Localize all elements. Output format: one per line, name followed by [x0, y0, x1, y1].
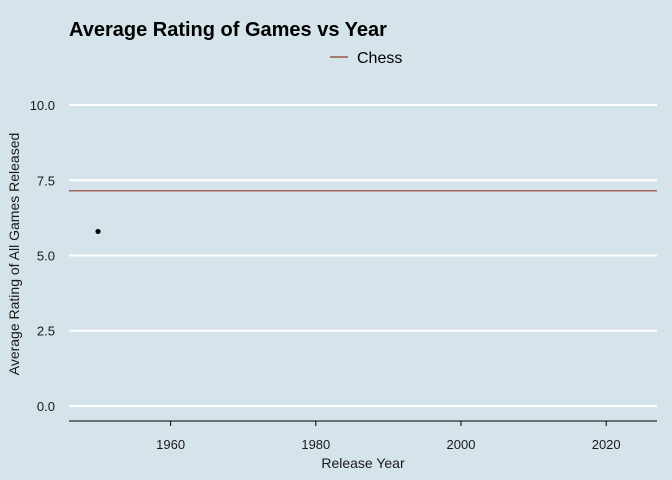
- x-tick-label: 2020: [592, 437, 621, 452]
- y-axis-ticks: 0.0 2.5 5.0 7.5 10.0: [30, 98, 55, 414]
- plot-marks: [69, 190, 657, 235]
- y-tick-label: 5.0: [37, 249, 55, 264]
- legend-label-chess: Chess: [357, 50, 402, 67]
- x-tick-label: 1980: [301, 437, 330, 452]
- y-tick-label: 2.5: [37, 324, 55, 339]
- chart-title: Average Rating of Games vs Year: [69, 19, 387, 41]
- legend: Chess: [330, 50, 402, 67]
- y-tick-label: 7.5: [37, 173, 55, 188]
- data-point-0: [95, 228, 101, 235]
- x-axis-title: Release Year: [321, 455, 405, 471]
- gridlines: [69, 104, 657, 407]
- y-axis-title: Average Rating of All Games Released: [6, 133, 22, 376]
- y-tick-label: 0.0: [37, 399, 55, 414]
- x-tick-label: 1960: [156, 437, 185, 452]
- x-tick-label: 2000: [447, 437, 476, 452]
- y-tick-label: 10.0: [30, 98, 55, 113]
- x-axis-ticks: 1960 1980 2000 2020: [156, 421, 621, 452]
